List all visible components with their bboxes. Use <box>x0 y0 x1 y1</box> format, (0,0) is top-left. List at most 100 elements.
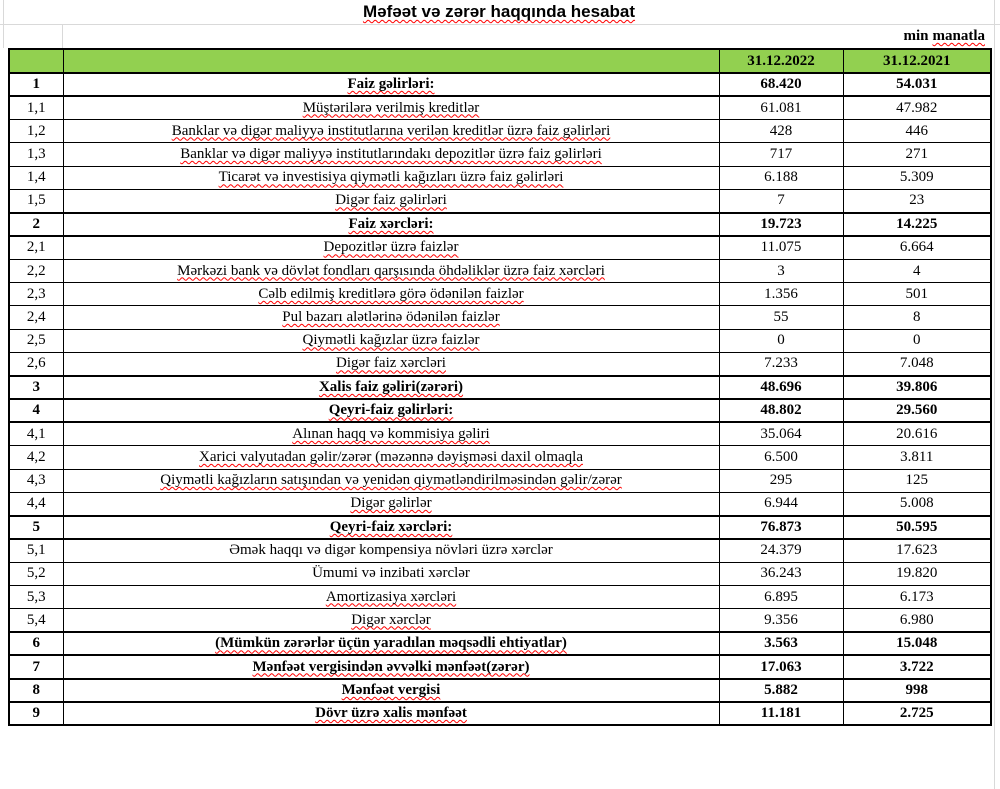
table-row: 2,6 Digər faiz xərcləri 7.233 7.048 <box>8 352 992 377</box>
row-label-text: Faiz xərcləri: <box>348 215 434 232</box>
row-number: 2,5 <box>8 328 64 354</box>
table-row: 8 Mənfəət vergisi 5.882 998 <box>8 677 992 704</box>
row-value-2021: 501 <box>842 282 992 307</box>
row-number: 2,1 <box>8 235 64 260</box>
row-number: 2,2 <box>8 258 64 284</box>
title-row: Məfəət və zərər haqqında hesabat <box>8 0 990 24</box>
row-label: Cəlb edilmiş kreditlərə görə ödənilən fa… <box>62 282 720 307</box>
row-value-2022: 76.873 <box>718 514 844 540</box>
row-number: 4 <box>8 398 64 424</box>
profit-loss-table: 31.12.2022 31.12.2021 1 Faiz gəlirləri: 68… <box>8 48 992 727</box>
row-value-2022: 48.802 <box>718 398 844 424</box>
table-row: 5,4 Digər xərclər 9.356 6.980 <box>8 608 992 633</box>
row-value-2022: 0 <box>718 328 844 354</box>
row-value-2021: 15.048 <box>842 631 992 657</box>
row-label: Qeyri-faiz xərcləri: <box>62 514 720 540</box>
sheet-gridline-left <box>3 0 4 48</box>
sheet-gridline-column <box>62 24 63 48</box>
table-row: 4,3 Qiymətli kağızların satışından və yen… <box>8 468 992 493</box>
row-label: Xalis faiz gəliri(zərəri) <box>62 374 720 401</box>
header-cell-number <box>8 48 64 74</box>
row-label: Ticarət və investisiya qiymətli kağızlar… <box>62 165 720 190</box>
row-value-2022: 68.420 <box>718 71 844 98</box>
row-value-2022: 5.882 <box>718 677 844 704</box>
row-label-text: Qeyri-faiz xərcləri: <box>329 518 453 535</box>
table-row: 4,2 Xarici valyutadan gəlir/zərər (məzənn… <box>8 445 992 470</box>
row-label-text: (Mümkün zərərlər üçün yaradılan məqsədli… <box>215 635 567 652</box>
row-value-2021: 5.008 <box>842 491 992 517</box>
table-row: 5,1 Əmək haqqı və digər kompensiya növlər… <box>8 538 992 563</box>
table-row: 2,1 Depozitlər üzrə faizlər 11.075 6.664 <box>8 235 992 260</box>
row-value-2022: 19.723 <box>718 211 844 238</box>
row-value-2021: 54.031 <box>842 71 992 98</box>
row-label: (Mümkün zərərlər üçün yaradılan məqsədli… <box>62 631 720 657</box>
row-number: 2,3 <box>8 282 64 307</box>
row-value-2022: 6.895 <box>718 585 844 610</box>
row-value-2021: 29.560 <box>842 398 992 424</box>
row-number: 1,2 <box>8 119 64 144</box>
row-label: Banklar və digər maliyyə institutlarına … <box>62 119 720 144</box>
row-label: Faiz gəlirləri: <box>62 71 720 98</box>
row-value-2021: 7.048 <box>842 352 992 377</box>
row-value-2022: 35.064 <box>718 421 844 447</box>
table-row: 1,3 Banklar və digər maliyyə institutları… <box>8 142 992 167</box>
row-label-text: Pul bazarı alətlərinə ödənilən faizlər <box>282 309 500 326</box>
row-value-2022: 48.696 <box>718 374 844 401</box>
row-value-2021: 47.982 <box>842 95 992 121</box>
table-row: 7 Mənfəət vergisindən əvvəlki mənfəət(zər… <box>8 654 992 680</box>
row-label: Qiymətli kağızlar üzrə faizlər <box>62 328 720 354</box>
table-header-row: 31.12.2022 31.12.2021 <box>8 48 992 74</box>
row-label-text: Xarici valyutadan gəlir/zərər (məzənnə d… <box>198 448 583 465</box>
row-label: Faiz xərcləri: <box>62 211 720 238</box>
row-value-2021: 17.623 <box>842 538 992 563</box>
row-value-2022: 3.563 <box>718 631 844 657</box>
row-value-2021: 4 <box>842 258 992 284</box>
table-row: 1 Faiz gəlirləri: 68.420 54.031 <box>8 71 992 98</box>
row-number: 4,1 <box>8 421 64 447</box>
row-value-2021: 14.225 <box>842 211 992 238</box>
row-value-2021: 20.616 <box>842 421 992 447</box>
row-value-2022: 3 <box>718 258 844 284</box>
row-number: 5,1 <box>8 538 64 563</box>
row-value-2022: 61.081 <box>718 95 844 121</box>
row-number: 1 <box>8 71 64 98</box>
row-label: Xarici valyutadan gəlir/zərər (məzənnə d… <box>62 445 720 470</box>
row-value-2022: 9.356 <box>718 608 844 633</box>
row-value-2022: 11.075 <box>718 235 844 260</box>
row-label-text: Digər xərclər <box>351 611 431 628</box>
row-value-2022: 428 <box>718 119 844 144</box>
row-number: 9 <box>8 701 64 727</box>
row-number: 8 <box>8 677 64 704</box>
row-label-text: Digər faiz xərcləri <box>336 355 446 372</box>
row-label-text: Xalis faiz gəliri(zərəri) <box>318 379 464 395</box>
row-value-2021: 6.664 <box>842 235 992 260</box>
table-row: 1,2 Banklar və digər maliyyə institutları… <box>8 119 992 144</box>
row-label-text: Digər faiz gəlirləri <box>335 192 447 209</box>
table-row: 5,2 Ümumi və inzibati xərclər 36.243 19.820 <box>8 561 992 587</box>
row-number: 5 <box>8 514 64 540</box>
row-label: Amortizasiya xərcləri <box>62 585 720 610</box>
row-label-text: Mərkəzi bank və dövlət fondları qarşısın… <box>177 262 605 279</box>
table-row: 4,1 Alınan haqq və kommisiya gəliri 35.064… <box>8 421 992 447</box>
row-value-2021: 271 <box>842 142 992 167</box>
row-label-text: Qiymətli kağızların satışından və yenidə… <box>160 472 622 489</box>
row-label-text: Ticarət və investisiya qiymətli kağızlar… <box>218 169 564 186</box>
table-row: 1,1 Müştərilərə verilmiş kreditlər 61.081 4… <box>8 95 992 121</box>
row-value-2021: 2.725 <box>842 701 992 727</box>
report-title: Məfəət və zərər haqqında hesabat <box>362 2 636 21</box>
row-number: 1,5 <box>8 188 64 214</box>
row-label-text: Cəlb edilmiş kreditlərə görə ödənilən fa… <box>258 285 524 302</box>
row-number: 1,3 <box>8 142 64 167</box>
row-number: 2,4 <box>8 305 64 330</box>
row-label-text: Əmək haqqı və digər kompensiya növləri ü… <box>229 542 553 559</box>
row-value-2022: 6.188 <box>718 165 844 190</box>
row-number: 2 <box>8 211 64 238</box>
header-cell-date-2022: 31.12.2022 <box>718 48 844 74</box>
row-label: Ümumi və inzibati xərclər <box>62 561 720 587</box>
row-label: Banklar və digər maliyyə institutlarında… <box>62 142 720 167</box>
row-value-2022: 24.379 <box>718 538 844 563</box>
row-label: Alınan haqq və kommisiya gəliri <box>62 421 720 447</box>
unit-note-plain: min <box>903 28 929 44</box>
row-label-text: Digər gəlirlər <box>350 495 432 512</box>
row-label: Digər gəlirlər <box>62 491 720 517</box>
